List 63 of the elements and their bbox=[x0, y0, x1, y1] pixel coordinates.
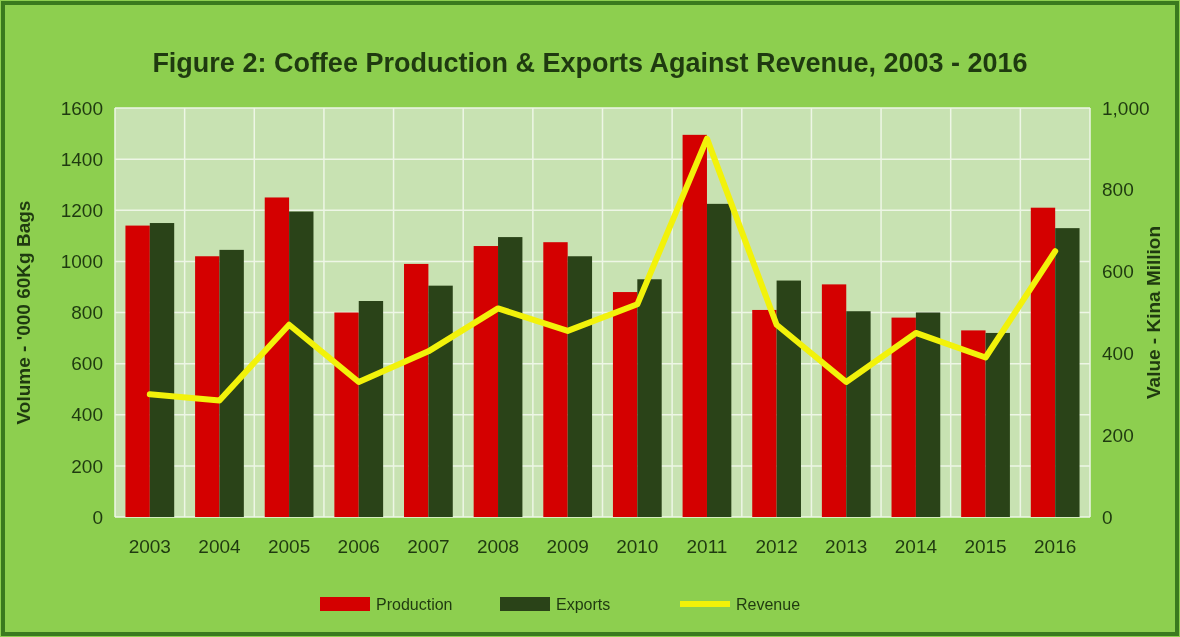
bar bbox=[846, 311, 871, 517]
bar bbox=[612, 292, 638, 517]
bar bbox=[498, 237, 523, 517]
x-tick-label: 2004 bbox=[198, 536, 242, 557]
y2-tick-label: 0 bbox=[1102, 506, 1113, 528]
bar bbox=[149, 223, 175, 517]
bar bbox=[473, 246, 499, 517]
bar bbox=[543, 242, 568, 517]
bar bbox=[219, 249, 244, 517]
x-tick-label: 2005 bbox=[267, 536, 311, 557]
x-tick-label: 2003 bbox=[128, 536, 171, 557]
y2-tick-label: 1,000 bbox=[1102, 97, 1150, 119]
bar bbox=[776, 280, 801, 517]
bar bbox=[195, 256, 220, 517]
bar bbox=[985, 332, 1010, 517]
x-tick-label: 2010 bbox=[616, 536, 659, 557]
y2-axis-title: Value - Kina Million bbox=[1143, 225, 1164, 400]
bar bbox=[706, 203, 732, 517]
y-tick-label: 1600 bbox=[60, 97, 103, 119]
y2-tick-label: 400 bbox=[1102, 343, 1134, 365]
legend-label: Revenue bbox=[736, 595, 801, 613]
bar bbox=[752, 309, 777, 517]
bar bbox=[334, 312, 359, 517]
bar bbox=[1055, 228, 1080, 517]
bar bbox=[567, 256, 593, 517]
y-tick-label: 1000 bbox=[60, 251, 103, 273]
y2-tick-label: 800 bbox=[1102, 179, 1134, 201]
bar bbox=[404, 263, 429, 517]
bar bbox=[428, 285, 453, 517]
x-tick-label: 2014 bbox=[894, 536, 938, 557]
legend-label: Exports bbox=[556, 595, 611, 613]
y-axis-title: Volume - '000 60Kg Bags bbox=[13, 200, 34, 425]
bar bbox=[821, 284, 847, 517]
x-tick-label: 2015 bbox=[964, 536, 1007, 557]
chart-title: Figure 2: Coffee Production & Exports Against Revenue, 2003 - 2016 bbox=[152, 48, 1028, 78]
x-tick-label: 2012 bbox=[755, 536, 798, 557]
x-tick-label: 2007 bbox=[407, 536, 450, 557]
bar bbox=[637, 279, 662, 517]
bar bbox=[289, 211, 314, 517]
legend-label: Production bbox=[376, 595, 453, 613]
bar bbox=[358, 301, 384, 517]
y2-tick-label: 600 bbox=[1102, 261, 1134, 283]
y-tick-label: 600 bbox=[71, 353, 103, 375]
bar bbox=[961, 330, 986, 517]
bar bbox=[264, 197, 290, 517]
y-tick-label: 1200 bbox=[60, 199, 103, 221]
bar bbox=[125, 225, 150, 517]
y-tick-label: 0 bbox=[92, 506, 103, 528]
x-tick-label: 2006 bbox=[337, 536, 380, 557]
x-tick-label: 2016 bbox=[1034, 536, 1077, 557]
x-tick-label: 2009 bbox=[546, 536, 589, 557]
bar bbox=[891, 317, 916, 517]
bar bbox=[682, 134, 707, 517]
x-tick-label: 2008 bbox=[476, 536, 520, 557]
bar bbox=[1030, 207, 1056, 517]
y2-tick-label: 200 bbox=[1102, 424, 1134, 446]
y-tick-label: 1400 bbox=[60, 148, 103, 170]
x-tick-label: 2011 bbox=[686, 536, 728, 557]
y-tick-label: 800 bbox=[71, 302, 103, 324]
x-tick-label: 2013 bbox=[825, 536, 868, 557]
y-tick-label: 400 bbox=[71, 404, 103, 426]
y-tick-label: 200 bbox=[71, 455, 103, 477]
bar bbox=[915, 312, 941, 517]
